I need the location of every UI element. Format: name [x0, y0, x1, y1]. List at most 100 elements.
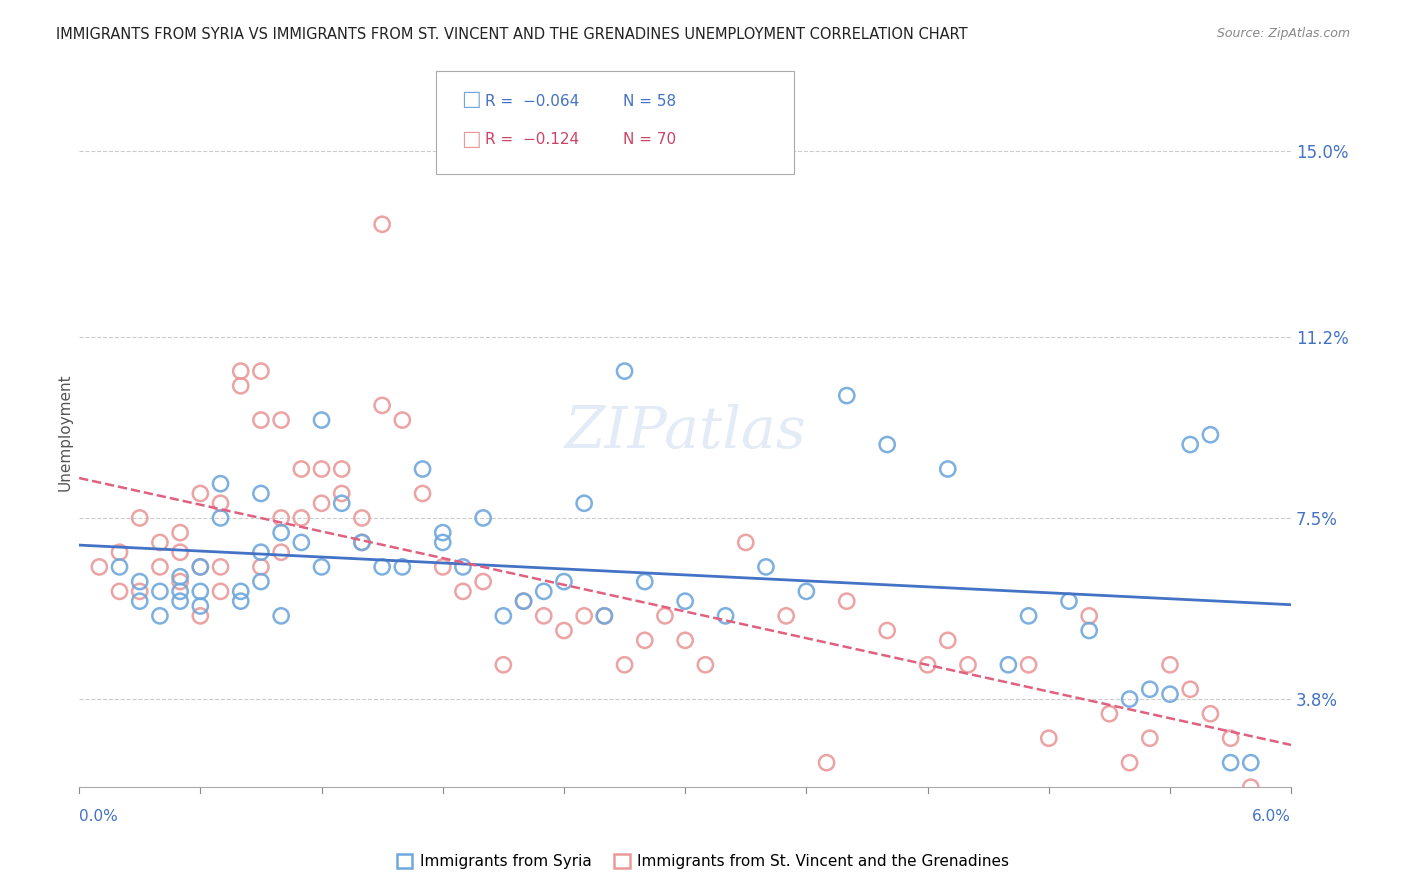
- Point: [1118, 692, 1140, 706]
- Point: [492, 608, 515, 623]
- Point: [1139, 731, 1161, 746]
- Y-axis label: Unemployment: Unemployment: [58, 374, 72, 491]
- Point: [1180, 682, 1202, 697]
- Point: [533, 608, 555, 623]
- Point: [169, 545, 191, 559]
- Point: [432, 535, 454, 549]
- Point: [654, 608, 676, 623]
- Point: [250, 413, 273, 427]
- Point: [613, 657, 636, 672]
- Point: [188, 560, 211, 574]
- Text: N = 70: N = 70: [623, 132, 676, 147]
- Point: [290, 511, 312, 525]
- Point: [169, 584, 191, 599]
- Point: [89, 560, 111, 574]
- Text: N = 58: N = 58: [623, 94, 676, 109]
- Point: [209, 560, 232, 574]
- Point: [613, 364, 636, 378]
- Point: [209, 511, 232, 525]
- Point: [997, 657, 1019, 672]
- Text: R =  −0.124: R = −0.124: [485, 132, 579, 147]
- Point: [128, 511, 150, 525]
- Point: [311, 413, 333, 427]
- Point: [229, 364, 252, 378]
- Text: ZIPatlas: ZIPatlas: [564, 404, 806, 460]
- Point: [229, 584, 252, 599]
- Point: [451, 584, 474, 599]
- Point: [1118, 756, 1140, 770]
- Point: [835, 594, 858, 608]
- Point: [290, 535, 312, 549]
- Point: [108, 560, 131, 574]
- Point: [695, 657, 717, 672]
- Point: [593, 608, 616, 623]
- Point: [1159, 657, 1181, 672]
- Point: [188, 486, 211, 500]
- Text: IMMIGRANTS FROM SYRIA VS IMMIGRANTS FROM ST. VINCENT AND THE GRENADINES UNEMPLOY: IMMIGRANTS FROM SYRIA VS IMMIGRANTS FROM…: [56, 27, 967, 42]
- Point: [1018, 608, 1040, 623]
- Point: [1018, 657, 1040, 672]
- Point: [169, 594, 191, 608]
- Point: [593, 608, 616, 623]
- Point: [169, 525, 191, 540]
- Point: [250, 545, 273, 559]
- Point: [835, 388, 858, 402]
- Point: [371, 560, 394, 574]
- Point: [229, 594, 252, 608]
- Point: [634, 574, 657, 589]
- Point: [149, 535, 172, 549]
- Point: [512, 594, 534, 608]
- Text: 6.0%: 6.0%: [1253, 809, 1291, 824]
- Point: [108, 584, 131, 599]
- Point: [188, 599, 211, 613]
- Point: [775, 608, 797, 623]
- Point: [1078, 608, 1101, 623]
- Point: [149, 584, 172, 599]
- Point: [1180, 437, 1202, 451]
- Point: [330, 486, 353, 500]
- Point: [553, 574, 575, 589]
- Point: [634, 633, 657, 648]
- Point: [270, 545, 292, 559]
- Point: [270, 413, 292, 427]
- Point: [1240, 780, 1263, 794]
- Point: [1078, 624, 1101, 638]
- Point: [936, 633, 959, 648]
- Point: [1057, 594, 1080, 608]
- Point: [876, 624, 898, 638]
- Point: [391, 413, 413, 427]
- Point: [472, 511, 495, 525]
- Point: [290, 462, 312, 476]
- Point: [1098, 706, 1121, 721]
- Point: [350, 511, 373, 525]
- Point: [270, 525, 292, 540]
- Text: □: □: [461, 89, 481, 109]
- Point: [209, 476, 232, 491]
- Text: Source: ZipAtlas.com: Source: ZipAtlas.com: [1216, 27, 1350, 40]
- Point: [391, 560, 413, 574]
- Point: [432, 525, 454, 540]
- Point: [128, 574, 150, 589]
- Text: R =  −0.064: R = −0.064: [485, 94, 579, 109]
- Point: [956, 657, 979, 672]
- Point: [209, 584, 232, 599]
- Point: [128, 584, 150, 599]
- Point: [412, 462, 434, 476]
- Point: [734, 535, 756, 549]
- Point: [169, 570, 191, 584]
- Point: [371, 398, 394, 412]
- Point: [169, 574, 191, 589]
- Point: [673, 594, 696, 608]
- Point: [1199, 427, 1222, 442]
- Point: [311, 496, 333, 510]
- Point: [330, 462, 353, 476]
- Point: [250, 574, 273, 589]
- Point: [936, 462, 959, 476]
- Point: [977, 805, 1000, 819]
- Point: [188, 584, 211, 599]
- Point: [673, 633, 696, 648]
- Point: [714, 608, 737, 623]
- Point: [149, 608, 172, 623]
- Point: [451, 560, 474, 574]
- Point: [1199, 706, 1222, 721]
